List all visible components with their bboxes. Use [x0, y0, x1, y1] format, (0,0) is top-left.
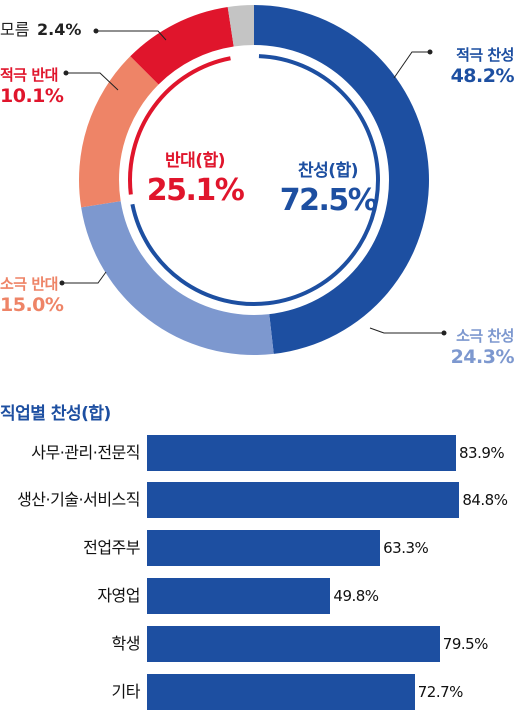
mild-for-label-value: 24.3%	[450, 346, 515, 368]
unknown-label: 모름 2.4%	[0, 16, 81, 40]
strong-against-label-name: 적극 반대	[0, 66, 58, 84]
bar	[147, 674, 415, 710]
bar	[147, 626, 440, 662]
slice-mild-against	[79, 56, 159, 208]
leader-strong-against-dot	[63, 70, 69, 76]
leader-strong-for	[393, 51, 430, 79]
leader-mild-against	[62, 271, 107, 284]
mild-against-label: 소극 반대 15.0%	[0, 273, 64, 316]
bar-category-label: 학생	[111, 634, 141, 653]
leader-strong-against	[66, 72, 119, 91]
bar-category-label: 사무·관리·전문직	[31, 443, 140, 462]
center-for-value: 72.5%	[279, 183, 378, 218]
mild-for-label: 소극 찬성 24.3%	[450, 325, 515, 368]
bar-value-label: 49.8%	[333, 587, 379, 605]
donut-chart	[59, 5, 447, 355]
leader-lines	[59, 28, 447, 336]
mild-for-label-name: 소극 찬성	[456, 327, 514, 345]
leader-unknown-dot	[93, 28, 99, 34]
leader-mild-for	[369, 327, 444, 334]
bar-category-label: 자영업	[97, 586, 140, 605]
leader-mild-for-dot	[441, 330, 447, 336]
strong-against-label-value: 10.1%	[0, 85, 64, 107]
bar-category-label: 전업주부	[83, 538, 140, 557]
bar-chart: 사무·관리·전문직 83.9% 생산·기술·서비스직 84.8% 전업주부 63.3% 자영…	[0, 420, 520, 720]
inner-rings	[128, 54, 380, 306]
bar	[147, 435, 456, 471]
strong-for-label: 적극 찬성 48.2%	[450, 44, 515, 87]
bar-category-label: 생산·기술·서비스직	[17, 490, 140, 509]
bar-value-label: 72.7%	[417, 683, 464, 701]
bar-value-label: 83.9%	[459, 444, 505, 462]
bar	[147, 578, 331, 614]
bar-row: 전업주부 63.3%	[0, 530, 520, 566]
leader-unknown	[96, 30, 167, 41]
bar-row: 자영업 49.8%	[0, 578, 520, 614]
slice-mild-for	[81, 201, 274, 355]
bar	[147, 482, 460, 518]
mild-against-label-name: 소극 반대	[0, 275, 58, 293]
slice-unknown	[227, 5, 254, 47]
slice-strong-for	[254, 5, 429, 354]
bar-row: 사무·관리·전문직 83.9%	[0, 435, 520, 471]
bar	[147, 530, 381, 566]
bar-value-label: 63.3%	[383, 539, 429, 557]
slice-strong-against	[130, 6, 234, 85]
leader-strong-for-dot	[427, 49, 433, 55]
bar-row: 생산·기술·서비스직 84.8%	[0, 482, 520, 518]
center-against-name: 반대(합)	[165, 151, 225, 171]
center-for-name: 찬성(합)	[298, 161, 358, 181]
center-against-label: 반대(합) 25.1%	[143, 146, 247, 208]
center-against-value: 25.1%	[146, 173, 245, 208]
unknown-label-name: 모름	[0, 20, 30, 39]
unknown-label-value: 2.4%	[37, 20, 82, 39]
strong-for-label-name: 적극 찬성	[456, 46, 514, 64]
donut-slices	[79, 5, 429, 355]
center-for-label: 찬성(합) 72.5%	[268, 156, 388, 218]
bar-row: 학생 79.5%	[0, 626, 520, 662]
leader-mild-against-dot	[59, 280, 65, 286]
inner-ring-against	[128, 56, 231, 195]
bar-value-label: 79.5%	[442, 635, 489, 653]
bar-category-label: 기타	[111, 682, 141, 701]
strong-against-label: 적극 반대 10.1%	[0, 64, 64, 107]
bar-chart-title: 직업별 찬성(합)	[0, 404, 111, 424]
bar-row: 기타 72.7%	[0, 674, 520, 710]
bar-value-label: 84.8%	[462, 491, 508, 509]
mild-against-label-value: 15.0%	[0, 294, 64, 316]
strong-for-label-value: 48.2%	[450, 65, 515, 87]
inner-ring-for	[130, 54, 380, 306]
